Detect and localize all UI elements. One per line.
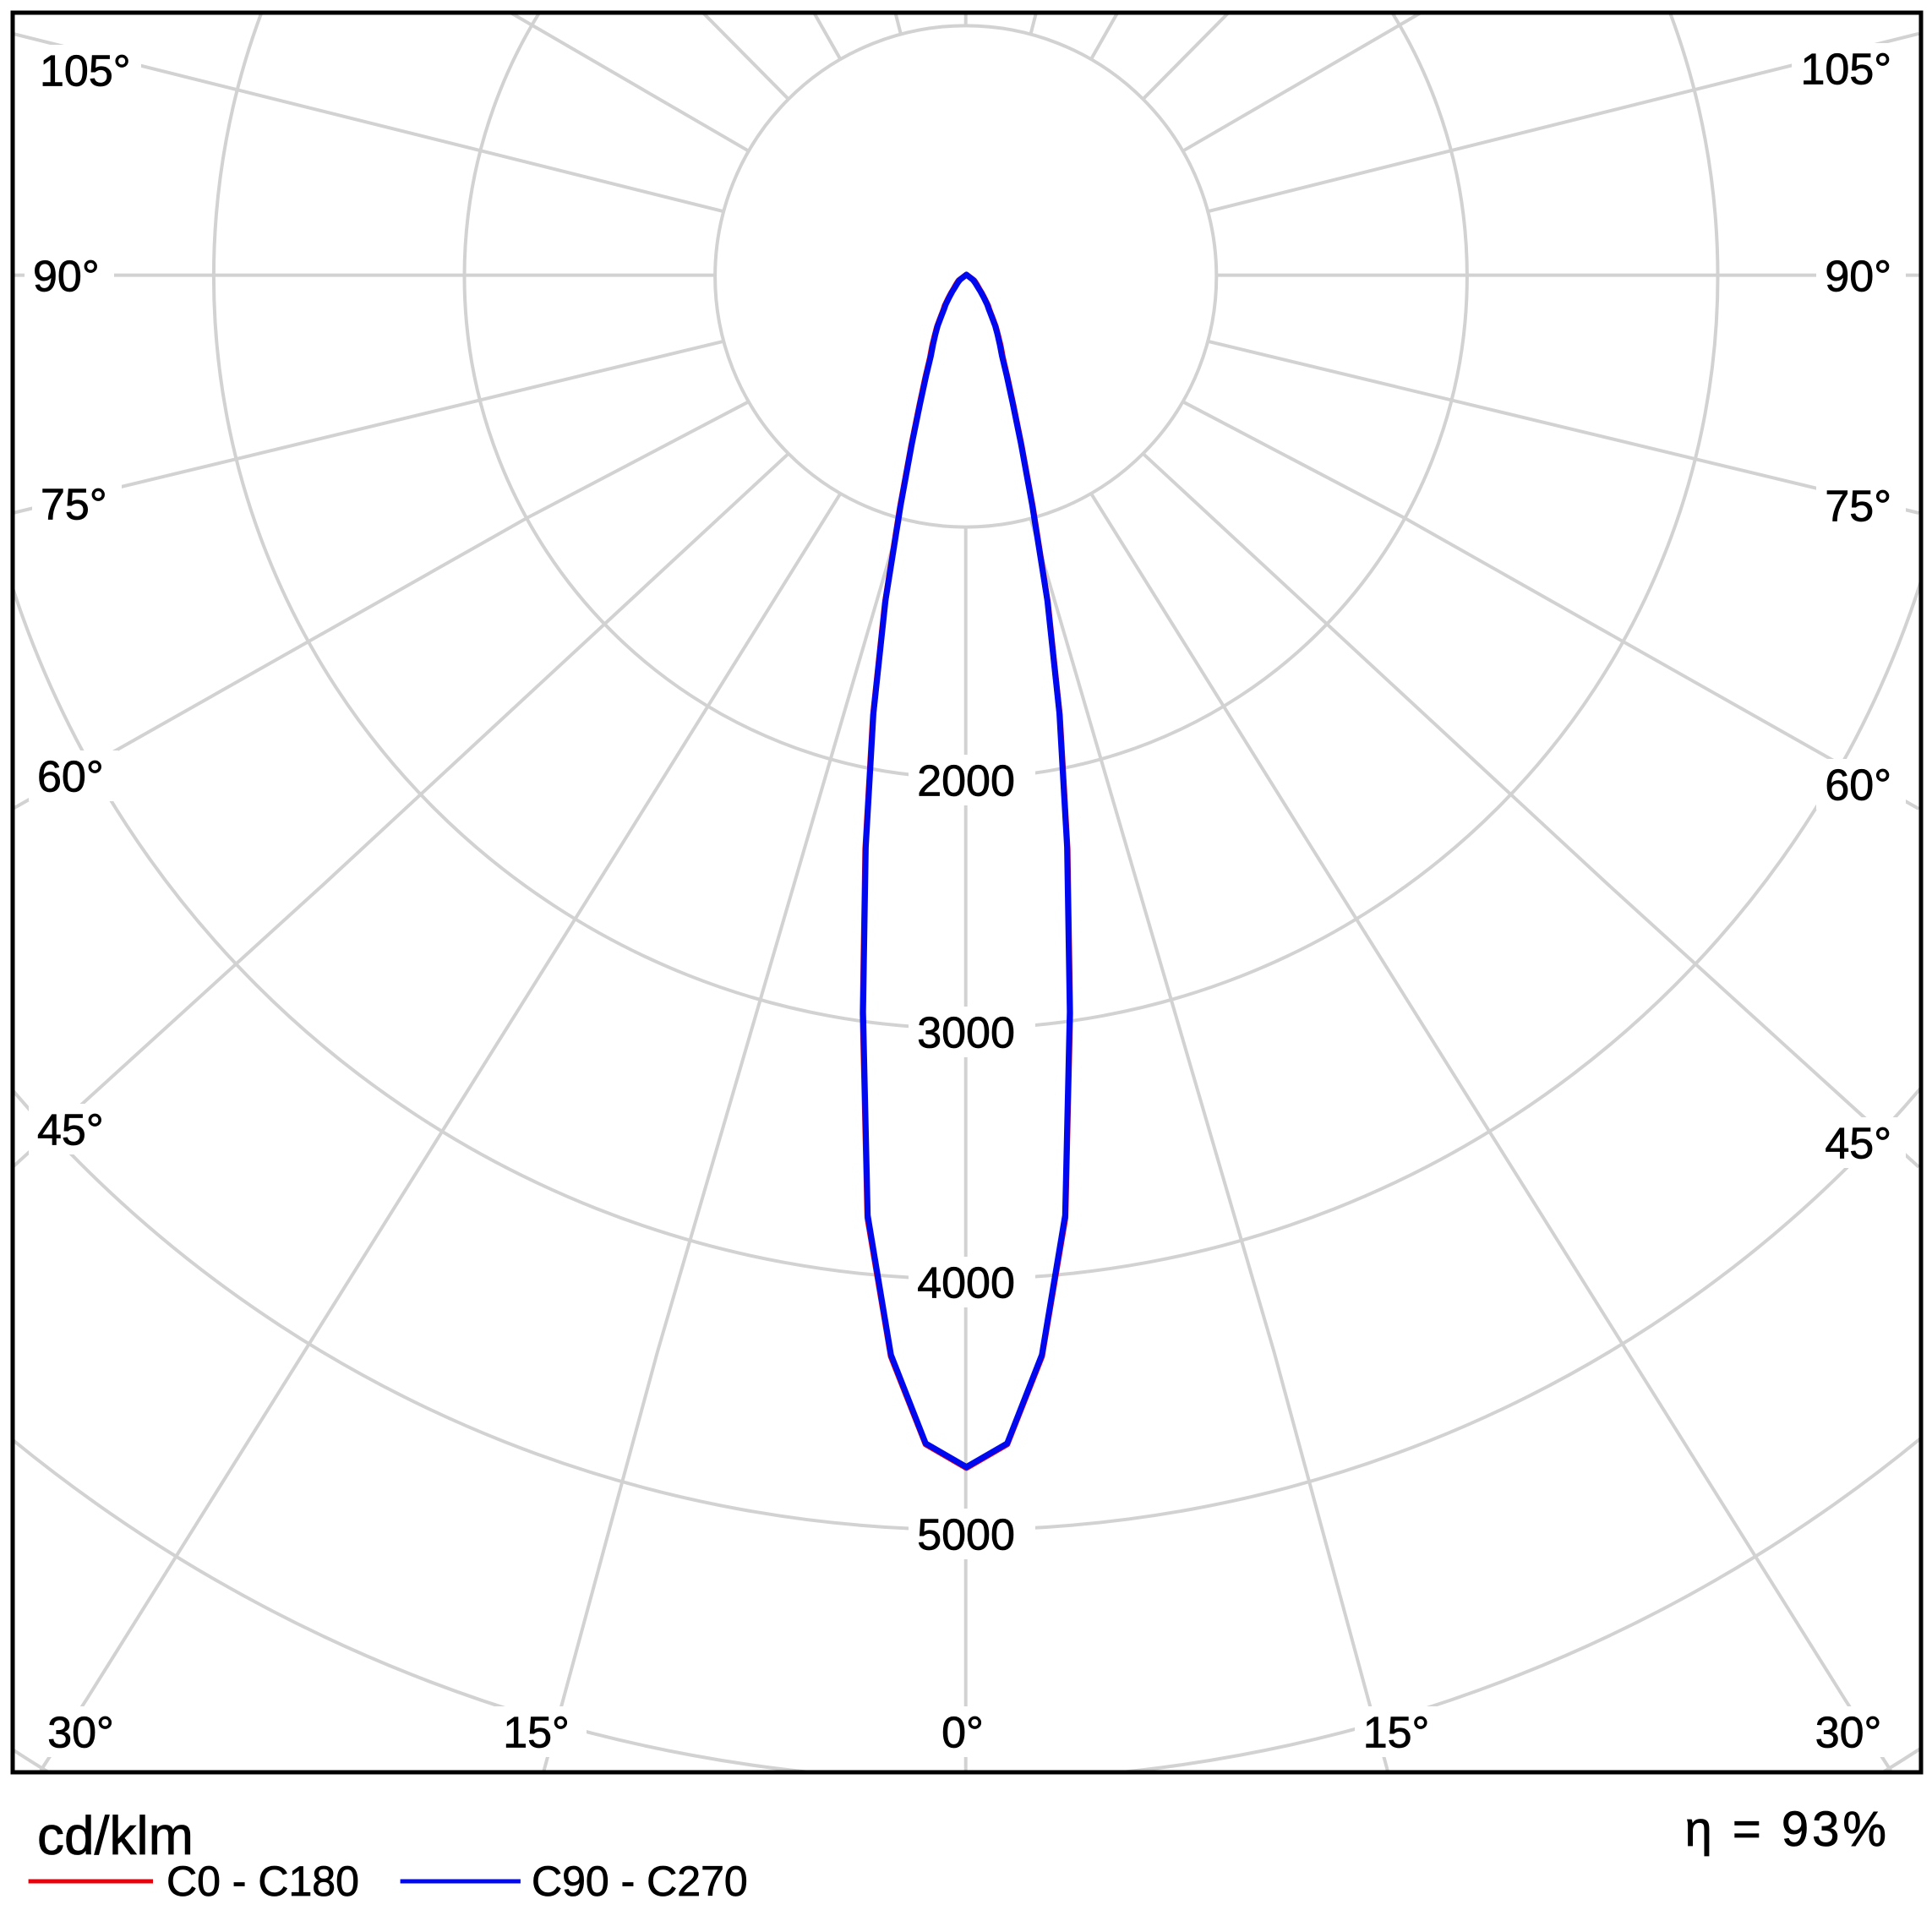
- svg-text:C0 - C180: C0 - C180: [166, 1858, 359, 1905]
- svg-text:15°: 15°: [1363, 1709, 1430, 1758]
- svg-text:15°: 15°: [503, 1709, 570, 1758]
- svg-text:4000: 4000: [917, 1259, 1015, 1308]
- svg-text:75°: 75°: [41, 481, 107, 530]
- svg-text:60°: 60°: [37, 753, 104, 802]
- svg-text:5000: 5000: [917, 1511, 1015, 1560]
- svg-text:30°: 30°: [1815, 1709, 1882, 1758]
- svg-text:105°: 105°: [40, 47, 131, 96]
- svg-text:60°: 60°: [1825, 761, 1891, 810]
- svg-text:3000: 3000: [917, 1009, 1015, 1058]
- svg-text:105°: 105°: [1801, 46, 1892, 95]
- svg-text:η = 93%: η = 93%: [1685, 1802, 1890, 1857]
- svg-text:45°: 45°: [37, 1106, 104, 1155]
- svg-text:0°: 0°: [941, 1709, 984, 1758]
- svg-text:C90 - C270: C90 - C270: [532, 1858, 748, 1905]
- svg-text:90°: 90°: [1825, 252, 1891, 301]
- svg-text:cd/klm: cd/klm: [37, 1805, 194, 1866]
- svg-text:75°: 75°: [1825, 483, 1891, 532]
- svg-text:45°: 45°: [1825, 1120, 1891, 1169]
- svg-text:30°: 30°: [47, 1709, 114, 1758]
- svg-text:2000: 2000: [917, 757, 1015, 806]
- svg-text:90°: 90°: [33, 252, 100, 301]
